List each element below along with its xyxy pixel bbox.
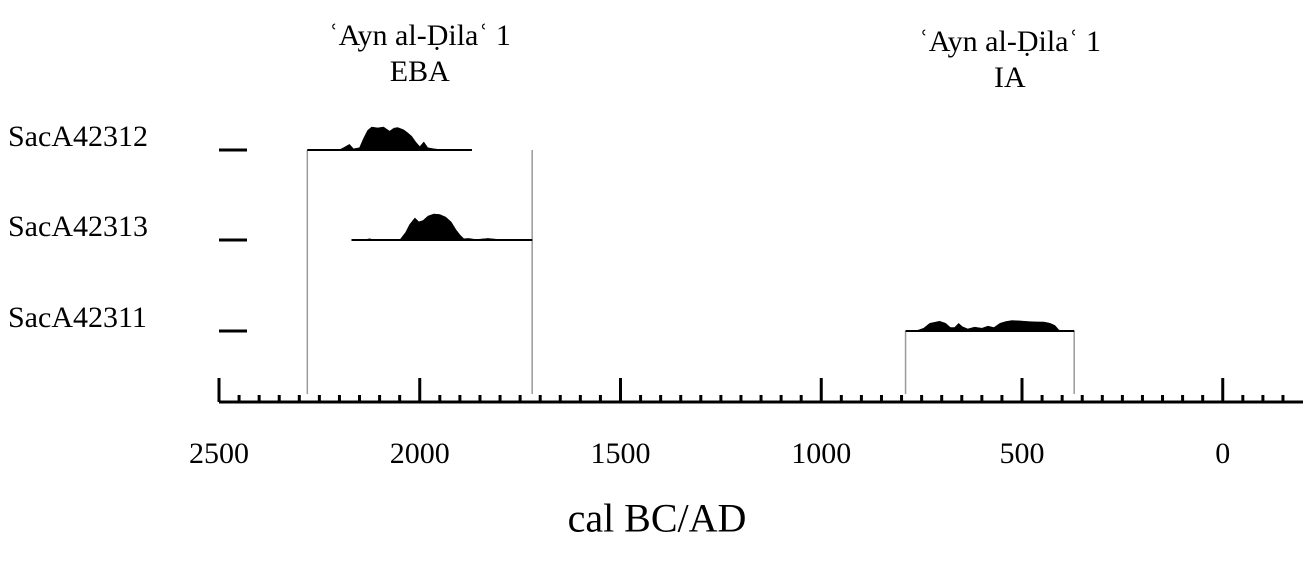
x-tick-label: 0 bbox=[1215, 437, 1230, 470]
group-title-ia: ʿAyn al-Ḍilaʿ 1 IA bbox=[919, 24, 1101, 96]
group-title-eba-site: ʿAyn al-Ḍilaʿ 1 bbox=[328, 19, 511, 52]
group-brackets bbox=[306, 150, 1075, 394]
group-title-ia-period: IA bbox=[994, 61, 1026, 94]
probability-density bbox=[905, 320, 1075, 332]
x-tick-label: 1000 bbox=[791, 437, 851, 470]
group-title-eba: ʿAyn al-Ḍilaʿ 1 EBA bbox=[329, 18, 511, 90]
sample-label-sacA42313: SacA42313 bbox=[8, 210, 148, 243]
x-axis-title: cal BC/AD bbox=[567, 495, 747, 541]
series-SacA42313 bbox=[219, 213, 533, 242]
x-axis: 2500 2000 1500 1000 500 0 bbox=[189, 378, 1303, 470]
series-layer bbox=[219, 126, 1075, 333]
sample-label-sacA42311: SacA42311 bbox=[8, 301, 147, 334]
group-title-ia-site: ʿAyn al-Ḍilaʿ 1 bbox=[918, 25, 1101, 58]
x-tick-label: 2500 bbox=[189, 437, 249, 470]
group-title-eba-period: EBA bbox=[389, 55, 450, 88]
sample-label-sacA42312: SacA42312 bbox=[8, 120, 148, 153]
x-tick-label: 1500 bbox=[591, 437, 651, 470]
probability-density bbox=[351, 213, 533, 241]
probability-density bbox=[307, 126, 472, 151]
x-tick-label: 2000 bbox=[390, 437, 450, 470]
series-SacA42312 bbox=[219, 126, 472, 152]
series-SacA42311 bbox=[219, 320, 1075, 333]
x-tick-label: 500 bbox=[1000, 437, 1045, 470]
